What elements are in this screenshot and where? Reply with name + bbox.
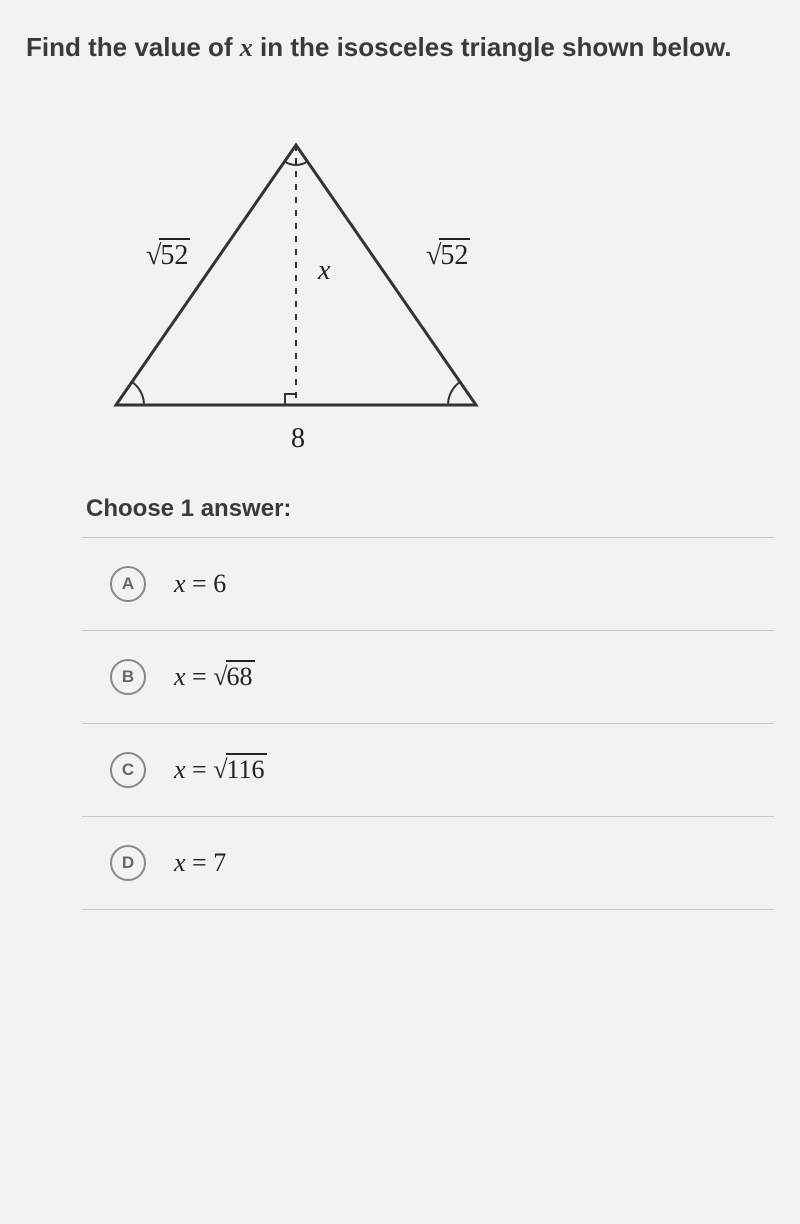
choice-text: x = 7 bbox=[174, 848, 226, 878]
choice-letter: C bbox=[110, 752, 146, 788]
question-var: x bbox=[240, 33, 253, 62]
choose-prompt: Choose 1 answer: bbox=[86, 495, 774, 523]
label-base: 8 bbox=[291, 423, 305, 455]
question-text: Find the value of x in the isosceles tri… bbox=[26, 30, 774, 65]
label-right-side: √52 bbox=[426, 240, 470, 272]
label-altitude: x bbox=[318, 255, 330, 287]
question-pre: Find the value of bbox=[26, 32, 240, 62]
choice-text: x = √68 bbox=[174, 662, 255, 692]
answer-list: Ax = 6Bx = √68Cx = √116Dx = 7 bbox=[82, 537, 774, 910]
choice-text: x = √116 bbox=[174, 755, 267, 785]
question-post: in the isosceles triangle shown below. bbox=[253, 32, 732, 62]
triangle-svg bbox=[96, 135, 536, 455]
triangle-figure: √52 √52 x 8 bbox=[96, 135, 536, 455]
answer-choice-b[interactable]: Bx = √68 bbox=[82, 630, 774, 723]
choice-letter: A bbox=[110, 566, 146, 602]
choice-letter: D bbox=[110, 845, 146, 881]
label-left-side: √52 bbox=[146, 240, 190, 272]
choice-letter: B bbox=[110, 659, 146, 695]
answer-choice-a[interactable]: Ax = 6 bbox=[82, 537, 774, 630]
answer-choice-d[interactable]: Dx = 7 bbox=[82, 816, 774, 910]
answer-choice-c[interactable]: Cx = √116 bbox=[82, 723, 774, 816]
choice-text: x = 6 bbox=[174, 569, 226, 599]
